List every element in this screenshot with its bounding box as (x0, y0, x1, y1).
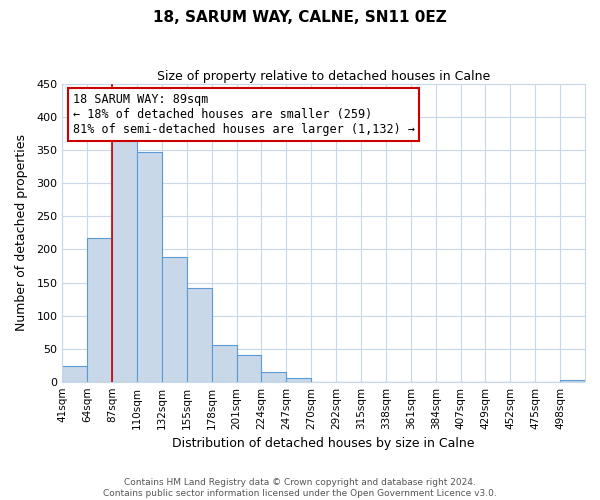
Bar (236, 355, 262, 382)
Title: Size of property relative to detached houses in Calne: Size of property relative to detached ho… (157, 70, 490, 83)
Y-axis label: Number of detached properties: Number of detached properties (15, 134, 28, 332)
Text: 18, SARUM WAY, CALNE, SN11 0EZ: 18, SARUM WAY, CALNE, SN11 0EZ (153, 10, 447, 25)
Bar (187, 288, 212, 382)
Bar (162, 258, 187, 382)
Bar (137, 152, 162, 382)
Bar (560, 380, 585, 382)
Bar (286, 378, 311, 382)
Bar (87, 238, 112, 382)
Bar (262, 372, 286, 382)
Bar (112, 132, 137, 382)
X-axis label: Distribution of detached houses by size in Calne: Distribution of detached houses by size … (172, 437, 475, 450)
Bar (212, 346, 236, 382)
Text: Contains HM Land Registry data © Crown copyright and database right 2024.
Contai: Contains HM Land Registry data © Crown c… (103, 478, 497, 498)
Text: 18 SARUM WAY: 89sqm
← 18% of detached houses are smaller (259)
81% of semi-detac: 18 SARUM WAY: 89sqm ← 18% of detached ho… (73, 93, 415, 136)
Bar (62, 366, 87, 382)
